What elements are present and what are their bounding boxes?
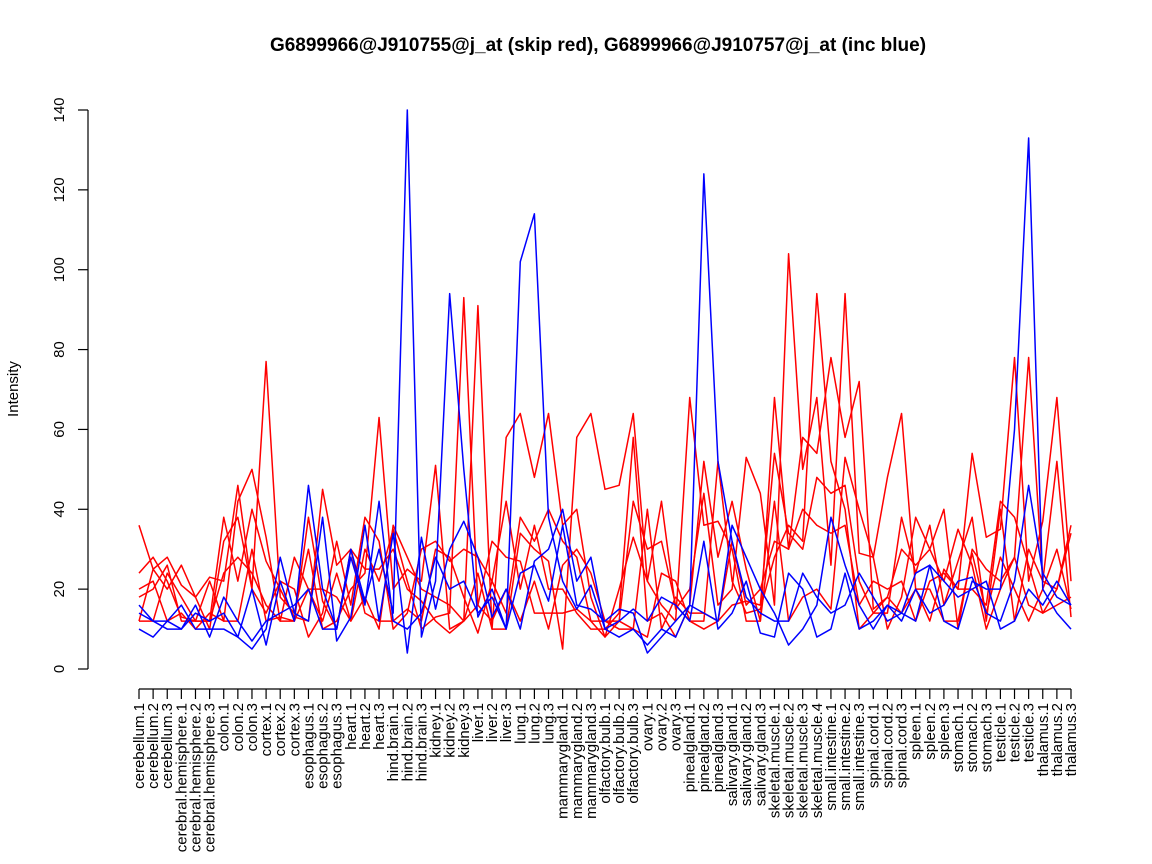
x-tick-label: heart.3 <box>371 703 388 750</box>
x-tick-label: cerebellum.1 <box>131 703 148 789</box>
x-tick-label: cerebral.hemisphere.1 <box>173 703 190 852</box>
x-tick-label: small.intestine.2 <box>837 703 854 811</box>
x-tick-label: colon.1 <box>216 703 233 751</box>
x-tick-label: heart.2 <box>357 703 374 750</box>
x-tick-label: skeletal.muscle.3 <box>795 703 812 818</box>
x-tick-label: mammarygland.2 <box>569 703 586 819</box>
x-tick-label: salivary.gland.3 <box>752 703 769 806</box>
x-tick-label: colon.2 <box>230 703 247 751</box>
x-tick-label: spleen.2 <box>922 703 939 760</box>
x-tick-label: pinealgland.2 <box>696 703 713 792</box>
y-tick-label: 40 <box>51 501 68 518</box>
x-tick-label: hind.brain.3 <box>413 703 430 781</box>
x-tick-label: kidney.3 <box>456 703 473 758</box>
x-tick-label: cerebral.hemisphere.3 <box>202 703 219 852</box>
y-axis: 0 20 40 60 80 100 120 140 <box>51 97 89 673</box>
series-line-skip-5 <box>138 452 1072 638</box>
x-tick-label: thalamus.3 <box>1063 703 1080 776</box>
x-tick-label: mammarygland.3 <box>583 703 600 819</box>
x-tick-label: ovary.3 <box>668 703 685 751</box>
y-tick-label: 0 <box>51 665 68 673</box>
x-tick-label: small.intestine.3 <box>851 703 868 811</box>
series-line-inc-9 <box>138 500 1072 654</box>
x-tick-label: spinal.cord.3 <box>894 703 911 788</box>
x-tick-label: ovary.1 <box>639 703 656 751</box>
x-tick-label: spinal.cord.2 <box>879 703 896 788</box>
x-tick-label: stomach.3 <box>978 703 995 772</box>
series-line-inc-8 <box>138 484 1072 654</box>
x-tick-label: heart.1 <box>343 703 360 750</box>
x-tick-label: olfactory.bulb.1 <box>597 703 614 804</box>
x-tick-label: cerebral.hemisphere.2 <box>187 703 204 852</box>
x-tick-label: salivary.gland.1 <box>724 703 741 806</box>
x-tick-label: spleen.1 <box>908 703 925 760</box>
x-tick-label: olfactory.bulb.3 <box>625 703 642 804</box>
y-tick-label: 120 <box>51 177 68 202</box>
x-tick-label: skeletal.muscle.1 <box>766 703 783 818</box>
x-tick-label: lung.2 <box>526 703 543 744</box>
x-tick-label: testicle.3 <box>1021 703 1038 762</box>
x-tick-label: colon.3 <box>244 703 261 751</box>
x-tick-label: liver.2 <box>484 703 501 742</box>
y-tick-label: 80 <box>51 341 68 358</box>
x-tick-label: pinealgland.1 <box>682 703 699 792</box>
y-tick-label: 60 <box>51 421 68 438</box>
x-tick-label: spleen.3 <box>936 703 953 760</box>
x-tick-label: testicle.1 <box>992 703 1009 762</box>
x-tick-label: skeletal.muscle.4 <box>809 703 826 818</box>
x-tick-label: lung.1 <box>512 703 529 744</box>
x-tick-label: hind.brain.1 <box>385 703 402 781</box>
x-tick-label: esophagus.1 <box>300 703 317 789</box>
chart-title: G6899966@J910755@j_at (skip red), G68999… <box>270 35 926 56</box>
y-tick-label: 140 <box>51 97 68 122</box>
x-tick-label: salivary.gland.2 <box>738 703 755 806</box>
y-axis-title: Intensity <box>5 361 22 417</box>
x-tick-label: mammarygland.1 <box>555 703 572 819</box>
x-tick-label: hind.brain.2 <box>399 703 416 781</box>
x-tick-label: esophagus.3 <box>329 703 346 789</box>
x-tick-label: liver.1 <box>470 703 487 742</box>
x-tick-label: skeletal.muscle.2 <box>781 703 798 818</box>
x-tick-label: olfactory.bulb.2 <box>611 703 628 804</box>
x-tick-label: kidney.2 <box>442 703 459 758</box>
x-tick-label: stomach.1 <box>950 703 967 772</box>
x-tick-label: liver.3 <box>498 703 515 742</box>
x-tick-label: thalamus.1 <box>1035 703 1052 776</box>
x-tick-label: kidney.1 <box>428 703 445 758</box>
x-axis: cerebellum.1cerebellum.2cerebellum.3cere… <box>131 688 1080 852</box>
x-tick-label: stomach.2 <box>964 703 981 772</box>
x-tick-label: cortex.3 <box>286 703 303 756</box>
x-tick-label: thalamus.2 <box>1049 703 1066 776</box>
x-tick-label: cerebellum.3 <box>159 703 176 789</box>
series-line-skip-3 <box>138 356 1072 638</box>
series-line-skip-1 <box>138 356 1072 650</box>
x-tick-label: ovary.2 <box>653 703 670 751</box>
plot-lines <box>138 109 1072 654</box>
x-tick-label: cortex.2 <box>272 703 289 756</box>
x-tick-label: esophagus.2 <box>315 703 332 789</box>
x-tick-label: pinealgland.3 <box>710 703 727 792</box>
y-tick-label: 20 <box>51 581 68 598</box>
x-tick-label: lung.3 <box>541 703 558 744</box>
x-tick-label: testicle.2 <box>1007 703 1024 762</box>
x-tick-label: small.intestine.1 <box>823 703 840 811</box>
y-tick-label: 100 <box>51 257 68 282</box>
x-tick-label: cerebellum.2 <box>145 703 162 789</box>
x-tick-label: cortex.1 <box>258 703 275 756</box>
x-tick-label: spinal.cord.1 <box>865 703 882 788</box>
